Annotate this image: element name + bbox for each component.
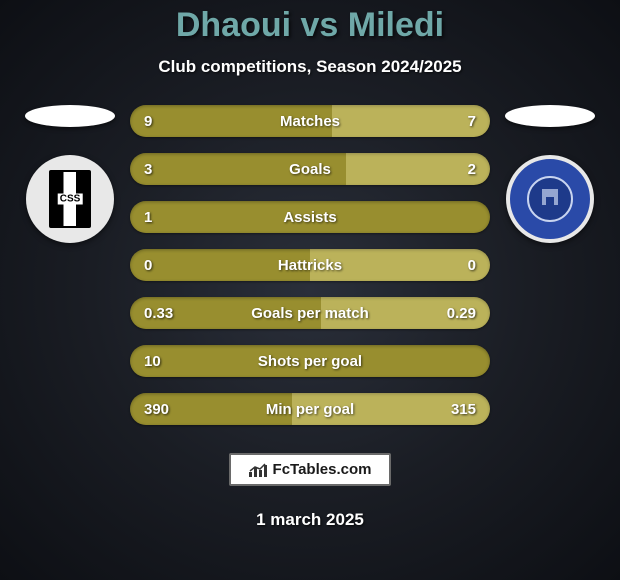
stat-label: Shots per goal xyxy=(258,353,362,370)
right-side xyxy=(500,105,600,243)
stat-fill-right xyxy=(332,105,490,137)
stat-right-value: 2 xyxy=(468,161,476,178)
stat-label: Matches xyxy=(280,113,340,130)
stat-right-value: 0 xyxy=(468,257,476,274)
chart-icon xyxy=(249,463,267,477)
content-row: CSS 9Matches73Goals21Assists0Hattricks00… xyxy=(0,105,620,425)
stat-row: 9 Matches 7 xyxy=(130,105,490,137)
right-form-indicator xyxy=(505,105,595,127)
stat-label: Hattricks xyxy=(278,257,342,274)
right-team-badge xyxy=(506,155,594,243)
left-side: CSS xyxy=(20,105,120,243)
stat-left-value: 9 xyxy=(144,113,152,130)
left-badge-icon: CSS xyxy=(49,170,91,228)
stat-left-value: 0 xyxy=(144,257,152,274)
stat-left-value: 3 xyxy=(144,161,152,178)
stat-right-value: 0.29 xyxy=(447,305,476,322)
stat-row: 0.33 Goals per match 0.29 xyxy=(130,297,490,329)
left-team-badge: CSS xyxy=(26,155,114,243)
stat-right-value: 315 xyxy=(451,401,476,418)
stat-label: Goals xyxy=(289,161,331,178)
stat-label: Assists xyxy=(283,209,336,226)
stat-row: 3 Goals 2 xyxy=(130,153,490,185)
stat-label: Min per goal xyxy=(266,401,354,418)
title: Dhaoui vs Miledi xyxy=(176,6,444,45)
stat-left-value: 0.33 xyxy=(144,305,173,322)
stat-row: 10 Shots per goal xyxy=(130,345,490,377)
stat-right-value: 7 xyxy=(468,113,476,130)
stat-row: 390 Min per goal 315 xyxy=(130,393,490,425)
stat-row: 0 Hattricks 0 xyxy=(130,249,490,281)
brand-text: FcTables.com xyxy=(273,461,372,478)
stats-column: 9 Matches 7 3 Goals 2 1 Assists 0 Hattricks 0 0.33 G… xyxy=(130,105,490,425)
stat-left-value: 10 xyxy=(144,353,161,370)
footer: FcTables.com 1 march 2025 xyxy=(229,453,392,530)
stat-left-value: 390 xyxy=(144,401,169,418)
comparison-card: Dhaoui vs Miledi Club competitions, Seas… xyxy=(0,0,620,580)
subtitle: Club competitions, Season 2024/2025 xyxy=(158,57,461,77)
brand-badge[interactable]: FcTables.com xyxy=(229,453,392,486)
left-badge-text: CSS xyxy=(58,194,83,205)
right-badge-icon xyxy=(510,159,590,239)
stat-left-value: 1 xyxy=(144,209,152,226)
stat-label: Goals per match xyxy=(251,305,369,322)
date-text: 1 march 2025 xyxy=(256,510,364,530)
stat-row: 1 Assists xyxy=(130,201,490,233)
left-form-indicator xyxy=(25,105,115,127)
